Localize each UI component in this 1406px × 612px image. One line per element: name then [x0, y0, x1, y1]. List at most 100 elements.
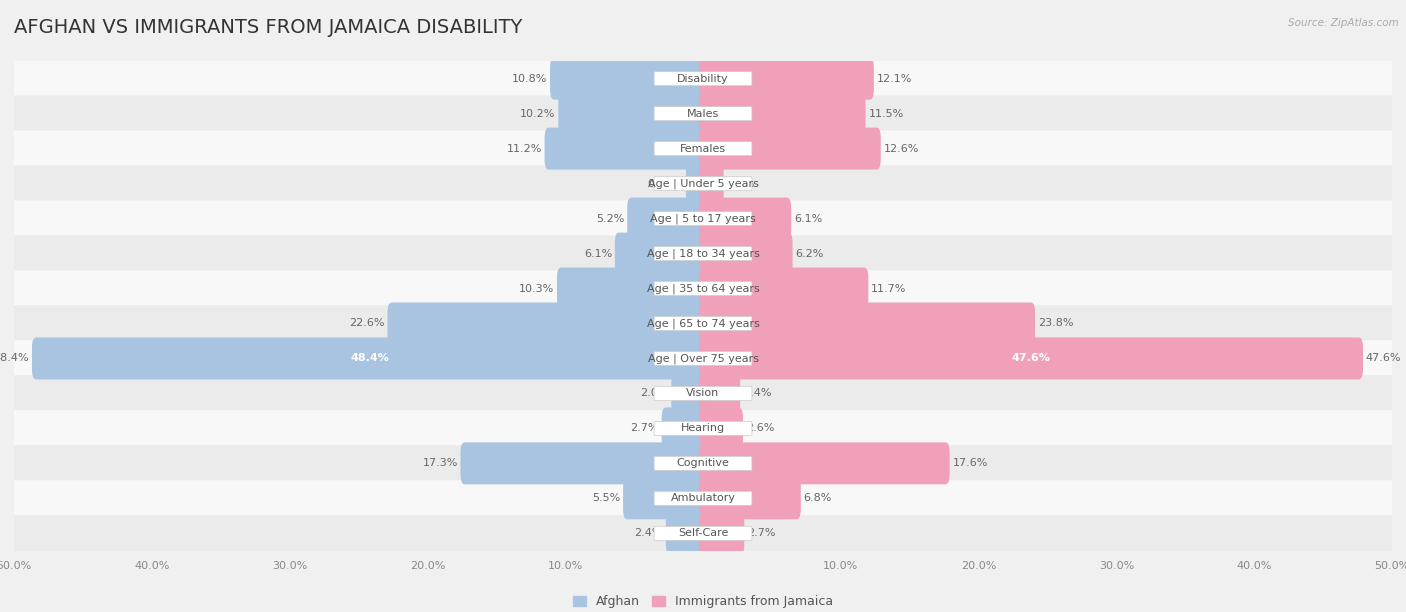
FancyBboxPatch shape	[14, 271, 1392, 307]
FancyBboxPatch shape	[699, 373, 740, 414]
FancyBboxPatch shape	[14, 375, 1392, 412]
Text: 17.3%: 17.3%	[422, 458, 458, 468]
FancyBboxPatch shape	[544, 128, 707, 170]
Text: Age | 35 to 64 years: Age | 35 to 64 years	[647, 283, 759, 294]
Text: 2.4%: 2.4%	[742, 389, 772, 398]
FancyBboxPatch shape	[662, 408, 707, 449]
Text: 2.0%: 2.0%	[640, 389, 669, 398]
Text: 2.7%: 2.7%	[747, 528, 776, 539]
FancyBboxPatch shape	[699, 163, 724, 204]
Text: Vision: Vision	[686, 389, 720, 398]
Text: 47.6%: 47.6%	[1365, 354, 1402, 364]
FancyBboxPatch shape	[558, 92, 707, 135]
FancyBboxPatch shape	[699, 92, 866, 135]
Text: 6.2%: 6.2%	[796, 248, 824, 258]
Text: Self-Care: Self-Care	[678, 528, 728, 539]
Text: 5.5%: 5.5%	[592, 493, 620, 503]
Text: 10.3%: 10.3%	[519, 283, 554, 294]
Text: 2.4%: 2.4%	[634, 528, 664, 539]
Text: Source: ZipAtlas.com: Source: ZipAtlas.com	[1288, 18, 1399, 28]
FancyBboxPatch shape	[666, 512, 707, 554]
FancyBboxPatch shape	[623, 477, 707, 520]
Text: Age | 18 to 34 years: Age | 18 to 34 years	[647, 248, 759, 259]
Text: 11.5%: 11.5%	[869, 109, 904, 119]
Text: Age | Over 75 years: Age | Over 75 years	[648, 353, 758, 364]
Text: Cognitive: Cognitive	[676, 458, 730, 468]
Text: Disability: Disability	[678, 73, 728, 84]
FancyBboxPatch shape	[14, 61, 1392, 97]
FancyBboxPatch shape	[671, 373, 707, 414]
FancyBboxPatch shape	[699, 58, 875, 100]
FancyBboxPatch shape	[686, 163, 707, 204]
FancyBboxPatch shape	[14, 130, 1392, 167]
FancyBboxPatch shape	[654, 247, 752, 261]
FancyBboxPatch shape	[699, 233, 793, 275]
FancyBboxPatch shape	[14, 305, 1392, 341]
Text: 11.7%: 11.7%	[872, 283, 907, 294]
FancyBboxPatch shape	[32, 337, 707, 379]
FancyBboxPatch shape	[699, 477, 801, 520]
Text: 2.6%: 2.6%	[745, 424, 775, 433]
FancyBboxPatch shape	[699, 442, 949, 484]
Text: 47.6%: 47.6%	[1011, 354, 1050, 364]
FancyBboxPatch shape	[699, 512, 744, 554]
Text: Females: Females	[681, 144, 725, 154]
FancyBboxPatch shape	[654, 526, 752, 540]
Text: 48.4%: 48.4%	[0, 354, 30, 364]
FancyBboxPatch shape	[14, 165, 1392, 202]
Text: 23.8%: 23.8%	[1038, 318, 1073, 329]
Text: 12.1%: 12.1%	[876, 73, 912, 84]
Text: Age | Under 5 years: Age | Under 5 years	[648, 178, 758, 189]
FancyBboxPatch shape	[654, 351, 752, 365]
FancyBboxPatch shape	[14, 410, 1392, 447]
FancyBboxPatch shape	[654, 177, 752, 190]
FancyBboxPatch shape	[627, 198, 707, 239]
Text: 6.1%: 6.1%	[794, 214, 823, 223]
Text: Age | 65 to 74 years: Age | 65 to 74 years	[647, 318, 759, 329]
FancyBboxPatch shape	[14, 340, 1392, 376]
Legend: Afghan, Immigrants from Jamaica: Afghan, Immigrants from Jamaica	[568, 590, 838, 612]
Text: 1.2%: 1.2%	[727, 179, 755, 188]
Text: Hearing: Hearing	[681, 424, 725, 433]
Text: Males: Males	[688, 109, 718, 119]
FancyBboxPatch shape	[14, 480, 1392, 517]
Text: 12.6%: 12.6%	[883, 144, 920, 154]
FancyBboxPatch shape	[654, 282, 752, 296]
FancyBboxPatch shape	[654, 386, 752, 400]
FancyBboxPatch shape	[388, 302, 707, 345]
FancyBboxPatch shape	[654, 212, 752, 226]
FancyBboxPatch shape	[14, 95, 1392, 132]
FancyBboxPatch shape	[614, 233, 707, 275]
Text: 10.8%: 10.8%	[512, 73, 547, 84]
FancyBboxPatch shape	[699, 198, 792, 239]
FancyBboxPatch shape	[14, 236, 1392, 272]
Text: 17.6%: 17.6%	[952, 458, 988, 468]
FancyBboxPatch shape	[654, 141, 752, 155]
FancyBboxPatch shape	[699, 267, 869, 310]
FancyBboxPatch shape	[654, 72, 752, 86]
FancyBboxPatch shape	[14, 445, 1392, 482]
FancyBboxPatch shape	[699, 337, 1362, 379]
FancyBboxPatch shape	[557, 267, 707, 310]
FancyBboxPatch shape	[14, 515, 1392, 551]
Text: Age | 5 to 17 years: Age | 5 to 17 years	[650, 214, 756, 224]
FancyBboxPatch shape	[654, 457, 752, 471]
Text: 5.2%: 5.2%	[596, 214, 624, 223]
Text: AFGHAN VS IMMIGRANTS FROM JAMAICA DISABILITY: AFGHAN VS IMMIGRANTS FROM JAMAICA DISABI…	[14, 18, 523, 37]
Text: 48.4%: 48.4%	[350, 354, 389, 364]
FancyBboxPatch shape	[654, 491, 752, 506]
FancyBboxPatch shape	[699, 302, 1035, 345]
FancyBboxPatch shape	[699, 128, 880, 170]
FancyBboxPatch shape	[654, 316, 752, 330]
FancyBboxPatch shape	[654, 422, 752, 435]
FancyBboxPatch shape	[550, 58, 707, 100]
Text: Ambulatory: Ambulatory	[671, 493, 735, 503]
Text: 22.6%: 22.6%	[349, 318, 385, 329]
Text: 11.2%: 11.2%	[506, 144, 541, 154]
FancyBboxPatch shape	[654, 106, 752, 121]
Text: 2.7%: 2.7%	[630, 424, 659, 433]
FancyBboxPatch shape	[14, 200, 1392, 237]
FancyBboxPatch shape	[461, 442, 707, 484]
Text: 6.1%: 6.1%	[583, 248, 612, 258]
Text: 10.2%: 10.2%	[520, 109, 555, 119]
